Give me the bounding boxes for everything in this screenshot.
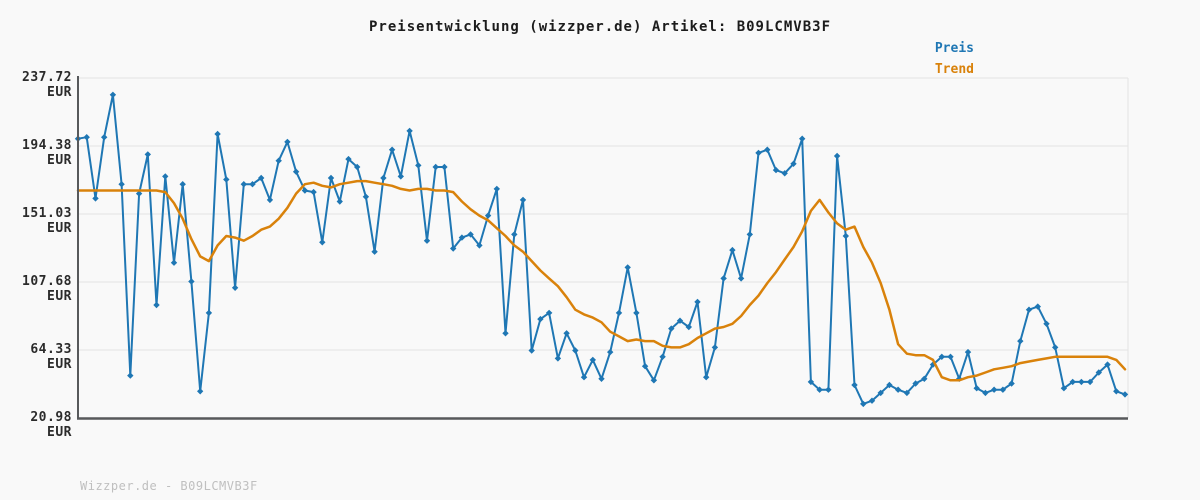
y-axis-tick-label: 237.72 EUR	[22, 70, 72, 100]
chart-legend: Preis Trend	[935, 38, 974, 80]
watermark-footer: Wizzper.de - B09LCMVB3F	[80, 479, 258, 493]
y-axis-tick-label: 151.03 EUR	[22, 205, 72, 236]
y-axis-tick-label: 107.68 EUR	[22, 273, 72, 304]
y-axis-tick-label: 20.98 EUR	[30, 410, 72, 440]
series-line-trend	[76, 179, 1127, 382]
legend-item-trend: Trend	[934, 62, 974, 77]
y-axis-tick-label: 194.38 EUR	[22, 137, 72, 168]
chart-title: Preisentwicklung (wizzper.de) Artikel: B…	[368, 19, 831, 35]
series-line-preis	[77, 93, 1126, 405]
y-axis-tick-label: 64.33 EUR	[30, 341, 72, 372]
legend-item-preis: Preis	[934, 41, 974, 56]
